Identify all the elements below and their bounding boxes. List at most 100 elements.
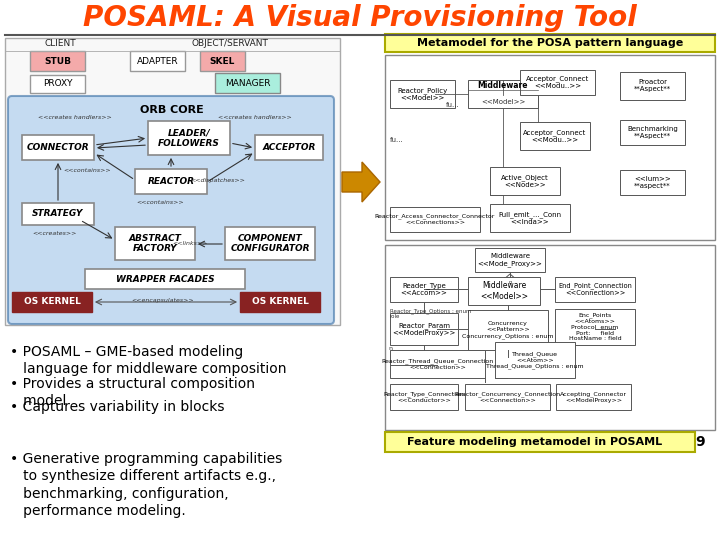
Bar: [30, 51, 85, 71]
Bar: [255, 135, 323, 160]
Text: REACTOR: REACTOR: [148, 177, 194, 186]
Text: Middleware: Middleware: [478, 80, 528, 90]
Text: Reader_Type
<<Accom>>: Reader_Type <<Accom>>: [400, 282, 447, 296]
Text: <<links>>: <<links>>: [172, 241, 207, 246]
Text: Full_emit_..._Conn
<<lnda>>: Full_emit_..._Conn <<lnda>>: [498, 211, 562, 225]
Bar: [148, 121, 230, 155]
Bar: [620, 170, 685, 195]
Bar: [468, 310, 548, 350]
Bar: [385, 55, 715, 240]
Bar: [555, 309, 635, 345]
Text: End_Point_Connection
<<Connection>>: End_Point_Connection <<Connection>>: [558, 282, 632, 296]
Text: Proactor
**Aspect**: Proactor **Aspect**: [634, 79, 671, 92]
Bar: [468, 277, 540, 305]
Bar: [390, 207, 480, 232]
Text: Enc_Points
<<Atoms>>
Protocol  enum
Port:     field
HostName : field: Enc_Points <<Atoms>> Protocol enum Port:…: [569, 313, 621, 341]
Text: Reactor_Concurrency_Connection
<<Connection>>: Reactor_Concurrency_Connection <<Connect…: [454, 392, 561, 403]
Text: OS KERNEL: OS KERNEL: [251, 298, 308, 307]
Bar: [390, 277, 458, 302]
Bar: [465, 384, 550, 410]
Text: Acceptor_Connect
<<Modu..>>: Acceptor_Connect <<Modu..>>: [523, 129, 587, 143]
Text: Reactor_Type_Connection
<<Conductor>>: Reactor_Type_Connection <<Conductor>>: [384, 392, 464, 403]
Text: Middleware
<<Mode_Proxy>>: Middleware <<Mode_Proxy>>: [477, 253, 542, 267]
Text: Metamodel for the POSA pattern language: Metamodel for the POSA pattern language: [417, 38, 683, 48]
Text: Reactor_Access_Connector_Connector
<<Connections>>: Reactor_Access_Connector_Connector <<Con…: [375, 214, 495, 225]
Polygon shape: [503, 274, 517, 286]
Text: <<contains>>: <<contains>>: [63, 168, 111, 173]
Text: <<creates handlers>>: <<creates handlers>>: [218, 115, 292, 120]
Bar: [490, 167, 560, 195]
Text: • Generative programming capabilities
   to synthesize different artifacts e.g.,: • Generative programming capabilities to…: [10, 452, 282, 518]
Text: STRATEGY: STRATEGY: [32, 210, 84, 219]
Bar: [556, 384, 631, 410]
Bar: [240, 292, 320, 312]
Text: CONNECTOR: CONNECTOR: [27, 143, 89, 152]
Bar: [620, 120, 685, 145]
Text: Reactor_Type_Options : enum: Reactor_Type_Options : enum: [390, 308, 472, 314]
FancyBboxPatch shape: [8, 96, 334, 324]
Text: n: n: [508, 280, 512, 285]
Bar: [130, 51, 185, 71]
Polygon shape: [342, 162, 380, 202]
Text: OS KERNEL: OS KERNEL: [24, 298, 81, 307]
Bar: [390, 80, 455, 108]
Text: MANAGER: MANAGER: [225, 78, 270, 87]
Text: Accepting_Connector
<<ModelProxy>>: Accepting_Connector <<ModelProxy>>: [560, 392, 627, 403]
Text: Benchmarking
**Aspect**: Benchmarking **Aspect**: [627, 126, 678, 139]
Text: <<creates handlers>>: <<creates handlers>>: [38, 115, 112, 120]
Text: <<creates>>: <<creates>>: [33, 231, 77, 236]
Text: <<lum>>
**aspect**: <<lum>> **aspect**: [634, 176, 671, 189]
Text: <<dispatches>>: <<dispatches>>: [191, 178, 246, 183]
Bar: [225, 227, 315, 260]
Bar: [490, 204, 570, 232]
Text: <<Model>>: <<Model>>: [481, 99, 525, 105]
Bar: [495, 342, 575, 378]
Bar: [5, 38, 340, 325]
Text: Feature modeling metamodel in POSAML: Feature modeling metamodel in POSAML: [408, 437, 662, 447]
Text: Active_Object
<<Node>>: Active_Object <<Node>>: [501, 174, 549, 188]
Text: ADAPTER: ADAPTER: [137, 57, 179, 65]
Text: Reactor_Thread_Queue_Connection
<<Connection>>: Reactor_Thread_Queue_Connection <<Connec…: [382, 358, 494, 370]
Bar: [200, 51, 245, 71]
Text: Concurrency
<<Pattern>>
Concurrency_Options : enum: Concurrency <<Pattern>> Concurrency_Opti…: [462, 321, 554, 339]
Text: POSAML: A Visual Provisioning Tool: POSAML: A Visual Provisioning Tool: [83, 4, 637, 32]
Bar: [22, 135, 94, 160]
Text: STUB: STUB: [44, 57, 71, 65]
Text: Acceptor_Connect
<<Modu..>>: Acceptor_Connect <<Modu..>>: [526, 76, 589, 90]
Bar: [85, 269, 245, 289]
Text: n: n: [388, 347, 392, 352]
Bar: [215, 73, 280, 93]
Bar: [390, 313, 458, 345]
Text: Middleware
<<Model>>: Middleware <<Model>>: [480, 281, 528, 301]
Text: • POSAML – GME-based modeling
   language for middleware composition: • POSAML – GME-based modeling language f…: [10, 345, 287, 376]
Text: <<contains>>: <<contains>>: [136, 200, 184, 205]
Text: PROXY: PROXY: [42, 79, 72, 89]
Text: <<encapsulates>>: <<encapsulates>>: [132, 298, 194, 303]
Text: ORB CORE: ORB CORE: [140, 105, 204, 115]
Bar: [620, 72, 685, 100]
Text: SKEL: SKEL: [210, 57, 235, 65]
Text: Thread_Queue
<<Atom>>
Thread_Queue_Options : enum: Thread_Queue <<Atom>> Thread_Queue_Optio…: [486, 351, 584, 369]
Bar: [468, 80, 538, 108]
Bar: [390, 350, 485, 378]
Text: fu...: fu...: [446, 102, 460, 108]
Bar: [385, 245, 715, 430]
Text: fu...: fu...: [390, 137, 404, 143]
Bar: [520, 70, 595, 95]
Text: ABSTRACT
FACTORY: ABSTRACT FACTORY: [129, 234, 181, 253]
Bar: [555, 277, 635, 302]
Text: LEADER/
FOLLOWERS: LEADER/ FOLLOWERS: [158, 129, 220, 148]
Bar: [22, 203, 94, 225]
Bar: [115, 227, 195, 260]
Bar: [520, 122, 590, 150]
Text: CLIENT: CLIENT: [44, 39, 76, 49]
Text: • Provides a structural composition
   model: • Provides a structural composition mode…: [10, 377, 255, 408]
Text: ACCEPTOR: ACCEPTOR: [262, 143, 315, 152]
Bar: [30, 75, 85, 93]
Text: Reactor_Policy
<<Model>>: Reactor_Policy <<Model>>: [397, 87, 448, 101]
Bar: [385, 432, 695, 452]
Text: OBJECT/SERVANT: OBJECT/SERVANT: [192, 39, 269, 49]
Text: role: role: [390, 314, 400, 319]
Text: WRAPPER FACADES: WRAPPER FACADES: [116, 274, 215, 284]
Bar: [135, 169, 207, 194]
